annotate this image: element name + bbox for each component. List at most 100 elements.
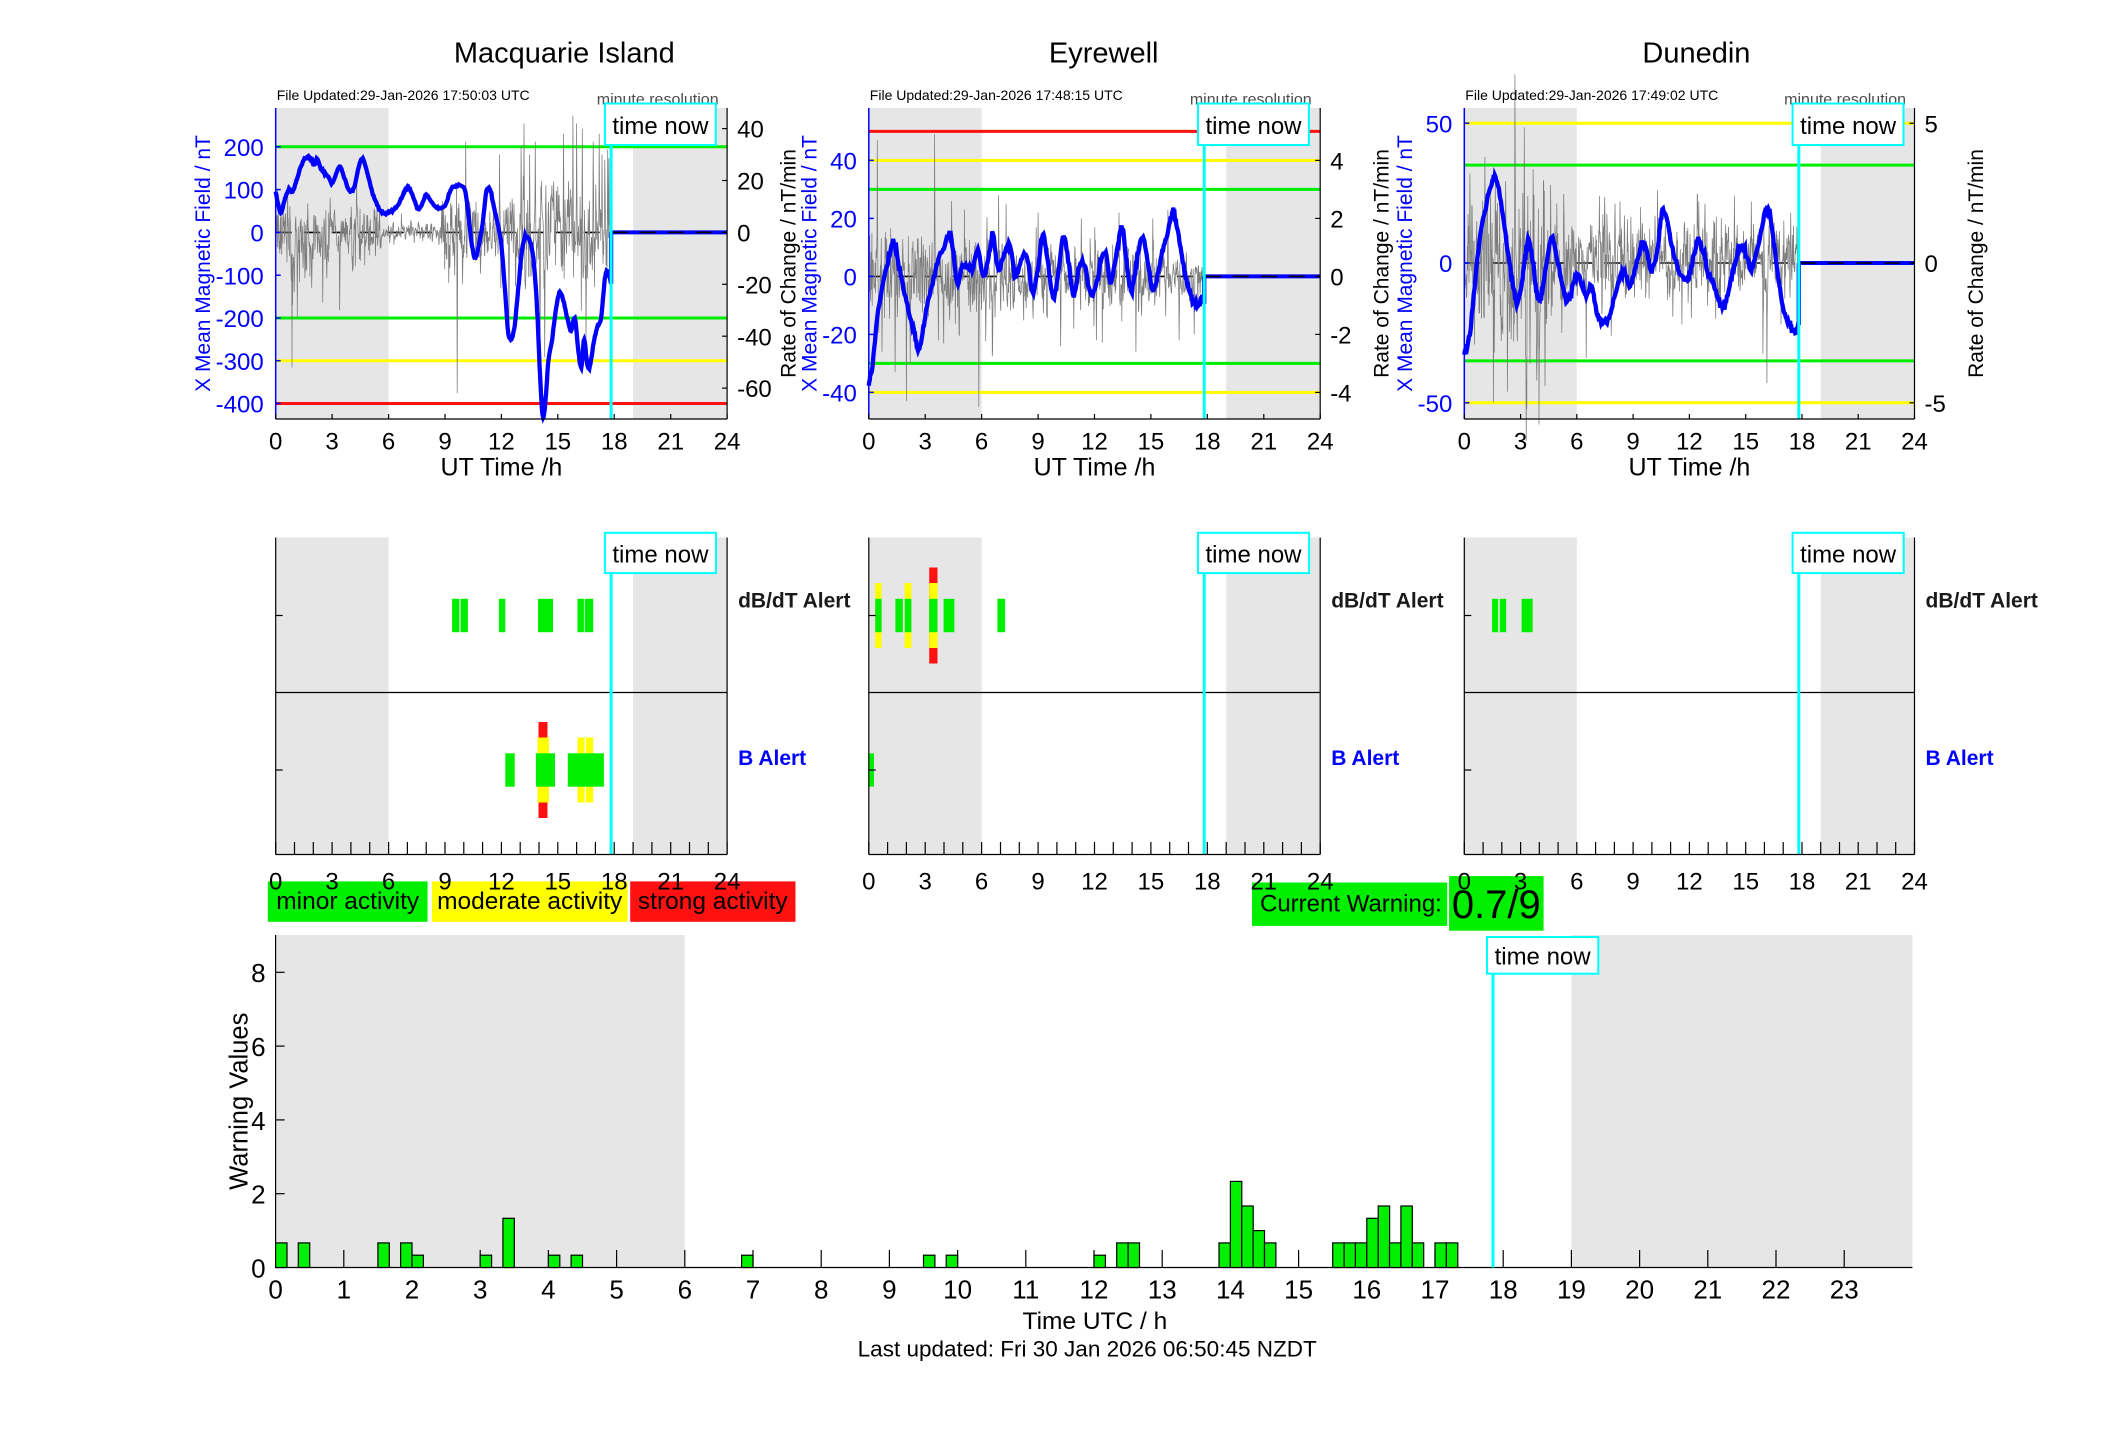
svg-text:10: 10 — [943, 1274, 972, 1304]
svg-text:0: 0 — [251, 1253, 265, 1283]
svg-text:Rate of Change / nT/min: Rate of Change / nT/min — [778, 149, 801, 378]
svg-text:40: 40 — [830, 149, 857, 176]
svg-text:18: 18 — [601, 868, 628, 895]
svg-text:6: 6 — [975, 428, 988, 455]
svg-text:14: 14 — [1216, 1274, 1245, 1304]
svg-text:8: 8 — [251, 958, 265, 988]
svg-text:Rate of Change / nT/min: Rate of Change / nT/min — [1965, 149, 1988, 378]
svg-text:21: 21 — [1693, 1274, 1722, 1304]
svg-text:9: 9 — [1031, 428, 1044, 455]
svg-text:dB/dT Alert: dB/dT Alert — [738, 590, 850, 613]
svg-text:UT Time /h: UT Time /h — [1629, 454, 1751, 482]
svg-text:12: 12 — [1081, 868, 1108, 895]
svg-text:2: 2 — [1330, 207, 1343, 234]
svg-text:21: 21 — [1250, 868, 1277, 895]
svg-text:7: 7 — [746, 1274, 760, 1304]
svg-text:B Alert: B Alert — [738, 747, 806, 770]
svg-text:6: 6 — [382, 428, 395, 455]
svg-text:15: 15 — [544, 428, 571, 455]
svg-text:moderate activity: moderate activity — [437, 888, 623, 915]
svg-text:6: 6 — [251, 1032, 265, 1062]
svg-text:15: 15 — [544, 868, 571, 895]
svg-text:X Mean Magnetic Field / nT: X Mean Magnetic Field / nT — [192, 135, 215, 392]
svg-text:18: 18 — [1789, 428, 1816, 455]
svg-text:File Updated:29-Jan-2026 17:50: File Updated:29-Jan-2026 17:50:03 UTC — [277, 87, 530, 103]
svg-text:12: 12 — [1081, 428, 1108, 455]
svg-text:-50: -50 — [1418, 391, 1453, 418]
svg-text:X Mean Magnetic Field / nT: X Mean Magnetic Field / nT — [1394, 135, 1417, 392]
svg-text:23: 23 — [1830, 1274, 1859, 1304]
svg-text:24: 24 — [1307, 868, 1334, 895]
svg-text:24: 24 — [1901, 868, 1928, 895]
svg-text:12: 12 — [1676, 428, 1703, 455]
svg-text:15: 15 — [1138, 868, 1165, 895]
svg-text:0.7/9: 0.7/9 — [1452, 883, 1541, 927]
svg-text:-100: -100 — [216, 263, 264, 290]
svg-text:5: 5 — [1925, 111, 1938, 138]
svg-text:Last updated: Fri 30 Jan 2026: Last updated: Fri 30 Jan 2026 06:50:45 N… — [858, 1336, 1317, 1361]
svg-text:19: 19 — [1557, 1274, 1586, 1304]
svg-text:6: 6 — [382, 868, 395, 895]
svg-text:-200: -200 — [216, 306, 264, 333]
svg-text:0: 0 — [250, 221, 263, 248]
svg-text:9: 9 — [1626, 868, 1639, 895]
svg-text:0: 0 — [1458, 428, 1471, 455]
svg-text:3: 3 — [1514, 868, 1527, 895]
svg-text:4: 4 — [541, 1274, 555, 1304]
svg-text:-40: -40 — [737, 324, 772, 351]
svg-text:100: 100 — [224, 178, 264, 205]
svg-text:-300: -300 — [216, 349, 264, 376]
svg-text:50: 50 — [1426, 111, 1453, 138]
svg-text:3: 3 — [1514, 428, 1527, 455]
svg-text:1: 1 — [337, 1274, 351, 1304]
svg-text:12: 12 — [488, 428, 515, 455]
svg-text:17: 17 — [1421, 1274, 1450, 1304]
svg-text:8: 8 — [814, 1274, 828, 1304]
svg-text:20: 20 — [1625, 1274, 1654, 1304]
svg-text:-2: -2 — [1330, 323, 1351, 350]
svg-text:Time UTC / h: Time UTC / h — [1023, 1308, 1168, 1335]
svg-text:File Updated:29-Jan-2026 17:49: File Updated:29-Jan-2026 17:49:02 UTC — [1465, 87, 1718, 103]
svg-text:24: 24 — [714, 868, 741, 895]
svg-text:time now: time now — [1495, 944, 1592, 971]
svg-text:-400: -400 — [216, 392, 264, 419]
svg-text:21: 21 — [1845, 428, 1872, 455]
svg-text:6: 6 — [1570, 868, 1583, 895]
svg-text:Macquarie Island: Macquarie Island — [454, 38, 675, 70]
svg-text:40: 40 — [737, 117, 764, 144]
svg-text:4: 4 — [1330, 149, 1343, 176]
svg-text:11: 11 — [1012, 1274, 1039, 1304]
svg-text:3: 3 — [325, 428, 338, 455]
svg-text:18: 18 — [601, 428, 628, 455]
svg-text:15: 15 — [1732, 428, 1759, 455]
svg-text:18: 18 — [1489, 1274, 1518, 1304]
svg-text:0: 0 — [269, 428, 282, 455]
svg-text:Dunedin: Dunedin — [1642, 38, 1750, 70]
svg-text:0: 0 — [268, 1274, 282, 1304]
svg-text:18: 18 — [1789, 868, 1816, 895]
svg-text:2: 2 — [251, 1180, 265, 1210]
svg-text:0: 0 — [1439, 251, 1452, 278]
svg-text:20: 20 — [830, 207, 857, 234]
svg-text:time now: time now — [612, 113, 709, 140]
svg-text:9: 9 — [438, 428, 451, 455]
svg-text:0: 0 — [843, 265, 856, 292]
svg-text:2: 2 — [405, 1274, 419, 1304]
svg-text:21: 21 — [657, 868, 684, 895]
svg-text:time now: time now — [612, 541, 709, 568]
svg-text:Rate of Change / nT/min: Rate of Change / nT/min — [1371, 149, 1394, 378]
svg-text:dB/dT Alert: dB/dT Alert — [1926, 590, 2038, 613]
svg-text:time now: time now — [1800, 541, 1897, 568]
svg-text:B Alert: B Alert — [1331, 747, 1399, 770]
svg-text:15: 15 — [1284, 1274, 1313, 1304]
svg-text:3: 3 — [473, 1274, 487, 1304]
svg-text:-20: -20 — [737, 272, 772, 299]
svg-text:200: 200 — [224, 135, 264, 162]
svg-text:12: 12 — [1676, 868, 1703, 895]
svg-text:6: 6 — [1570, 428, 1583, 455]
svg-text:20: 20 — [737, 169, 764, 196]
svg-text:0: 0 — [862, 428, 875, 455]
svg-text:9: 9 — [882, 1274, 896, 1304]
svg-text:16: 16 — [1352, 1274, 1381, 1304]
svg-text:0: 0 — [1458, 868, 1471, 895]
